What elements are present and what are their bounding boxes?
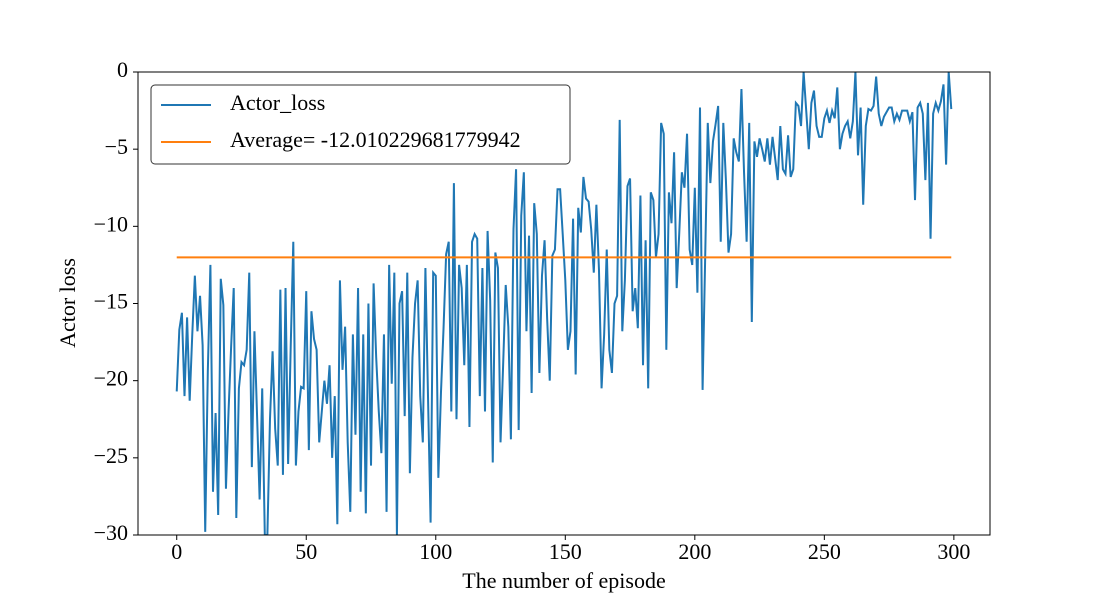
x-tick-label: 250: [808, 539, 841, 564]
x-tick-label: 50: [295, 539, 317, 564]
y-axis-label: Actor loss: [55, 258, 80, 348]
x-tick-label: 300: [937, 539, 970, 564]
x-tick-label: 200: [678, 539, 711, 564]
y-tick-label: −25: [94, 443, 128, 468]
legend-box: [150, 84, 571, 165]
legend-label: Average= -12.010229681779942: [230, 127, 521, 152]
y-tick-label: −30: [94, 520, 128, 545]
y-tick-label: 0: [117, 57, 128, 82]
x-tick-label: 150: [549, 539, 582, 564]
plot-lines: [175, 72, 953, 535]
y-tick-label: −10: [94, 211, 128, 236]
y-tick-label: −15: [94, 289, 128, 314]
legend-label: Actor_loss: [230, 90, 325, 115]
x-tick-label: 100: [419, 539, 452, 564]
x-axis-label: The number of episode: [462, 568, 665, 593]
plot-frame: [137, 71, 991, 536]
y-tick-label: −5: [105, 134, 128, 159]
x-tick-label: 0: [171, 539, 182, 564]
y-tick-label: −20: [94, 366, 128, 391]
